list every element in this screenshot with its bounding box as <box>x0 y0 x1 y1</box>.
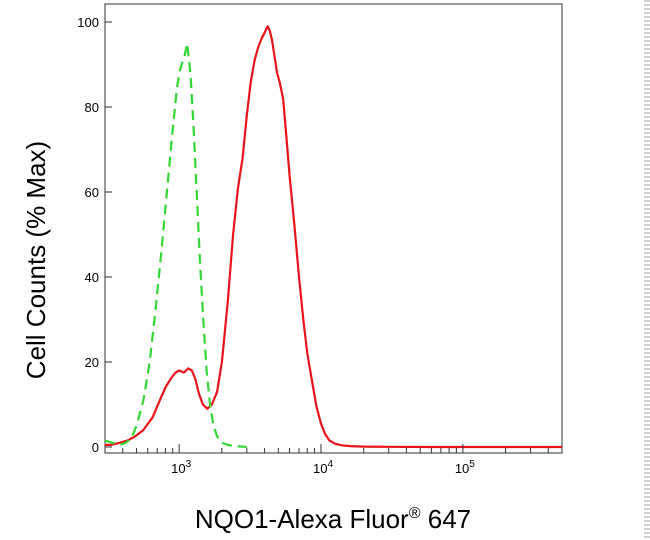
y-tick-label: 20 <box>85 355 99 370</box>
x-axis-label-suffix: 647 <box>421 504 472 534</box>
y-tick-label: 40 <box>85 270 99 285</box>
y-tick-label: 80 <box>85 100 99 115</box>
registered-mark: ® <box>409 505 421 522</box>
window-edge <box>644 0 650 540</box>
plot-frame <box>104 3 563 454</box>
x-axis-label-text: NQO1-Alexa Fluor <box>195 504 409 534</box>
y-axis: 0 20 40 60 80 100 <box>77 15 112 455</box>
x-tick-base: 10 <box>171 461 185 476</box>
x-tick-exponent: 5 <box>469 459 475 470</box>
series-layer <box>104 25 562 449</box>
isotype-control-curve <box>104 42 247 449</box>
nqo1-sample-curve <box>105 25 562 449</box>
x-tick-base: 10 <box>455 461 469 476</box>
x-tick-label: 103 <box>171 459 191 476</box>
y-tick-label: 100 <box>77 15 99 30</box>
x-tick-base: 10 <box>313 461 327 476</box>
x-tick-exponent: 3 <box>186 459 192 470</box>
x-tick-exponent: 4 <box>327 459 333 470</box>
y-axis-label: Cell Counts (% Max) <box>21 141 51 379</box>
x-tick-label: 105 <box>455 459 475 476</box>
x-tick-label: 104 <box>313 459 333 476</box>
x-axis: 103 104 105 <box>104 444 563 476</box>
x-axis-label: NQO1-Alexa Fluor® 647 <box>195 504 471 534</box>
y-tick-label: 0 <box>92 440 99 455</box>
y-tick-label: 60 <box>85 185 99 200</box>
